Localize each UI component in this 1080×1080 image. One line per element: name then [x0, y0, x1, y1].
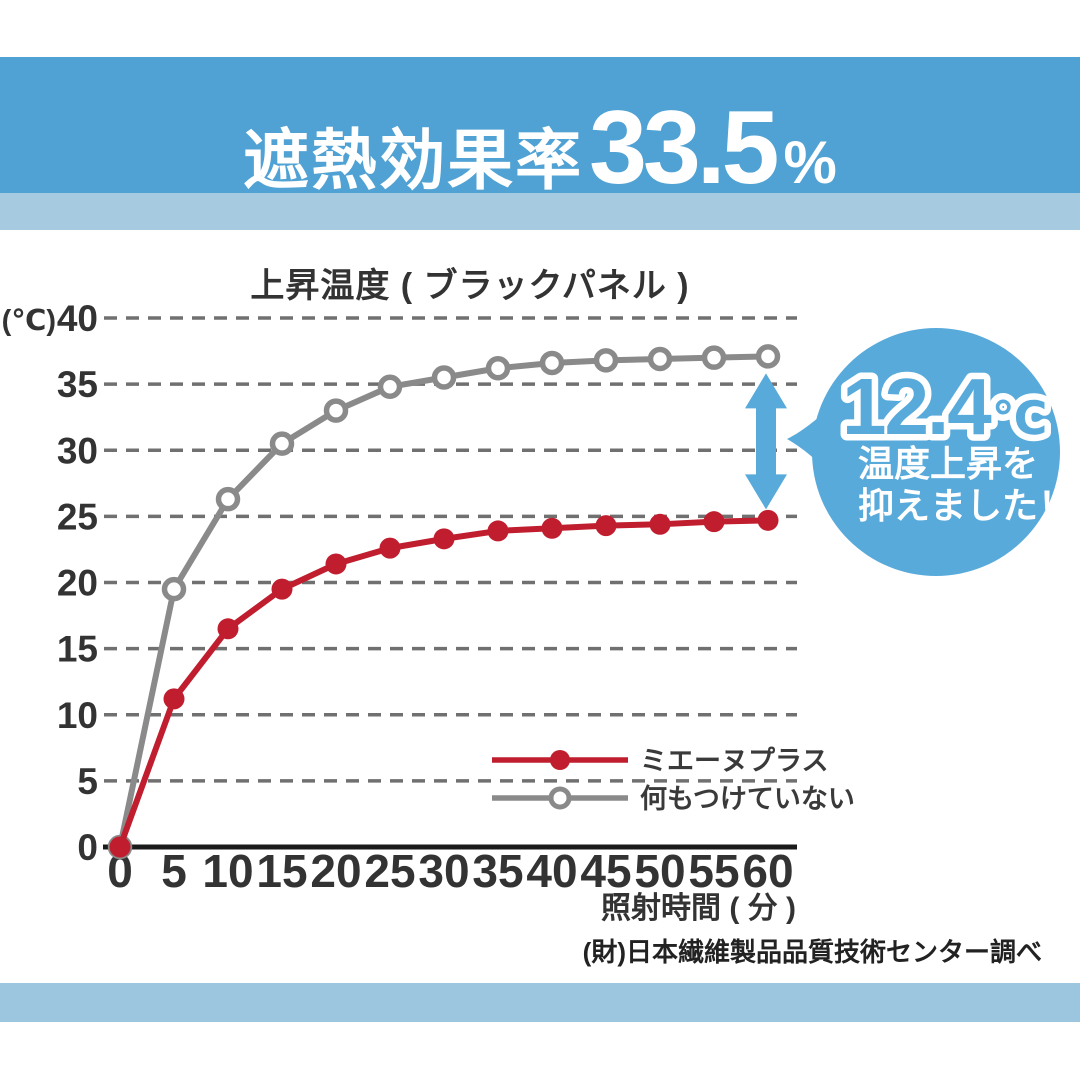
data-point [487, 520, 509, 542]
x-tick-label: 60 [742, 845, 793, 897]
data-point [431, 365, 457, 390]
x-tick-label: 30 [418, 845, 469, 897]
bubble-headline: 12.4℃ [842, 362, 1045, 451]
y-tick-label: 30 [57, 430, 98, 471]
y-tick-label: 10 [57, 695, 98, 736]
data-point [271, 578, 293, 600]
legend-label: ミエーヌプラス [640, 746, 828, 776]
legend-label: 何もつけていない [640, 784, 855, 814]
difference-arrow [745, 373, 787, 510]
y-tick-label: 0 [77, 827, 98, 868]
series-product [109, 509, 779, 858]
x-tick-label: 15 [256, 845, 307, 897]
legend-marker [550, 750, 570, 770]
data-point [377, 374, 403, 400]
data-point [757, 509, 779, 531]
header-title-value: 33.5 [589, 90, 779, 206]
data-point [323, 398, 349, 423]
data-point [379, 537, 401, 559]
data-point [161, 576, 187, 602]
data-point [701, 345, 727, 370]
data-point [217, 618, 239, 640]
y-tick-label: 5 [77, 761, 98, 802]
x-tick-label: 5 [161, 845, 187, 897]
legend-marker [548, 786, 572, 810]
y-tick-label: 25 [57, 496, 98, 537]
x-tick-label: 55 [688, 845, 739, 897]
data-point [269, 431, 295, 456]
x-axis-label: 照射時間 ( 分 ) [601, 892, 796, 925]
x-tick-label: 45 [580, 845, 631, 897]
x-tick-label: 50 [634, 845, 685, 897]
x-tick-label: 25 [364, 845, 415, 897]
data-point [703, 511, 725, 533]
y-axis-ticks: 0 5 10 15 20 25 30 35 40(℃) [2, 298, 98, 868]
bottom-band [0, 983, 1080, 1022]
data-point [163, 688, 185, 710]
data-point [593, 348, 619, 373]
bubble-circle [812, 328, 1060, 576]
y-tick-label: 35 [57, 364, 98, 405]
data-point [109, 836, 131, 858]
header-title-text: 遮熱効果率 [243, 123, 584, 197]
chart-title: 上昇温度 ( ブラックパネル ) [250, 267, 690, 305]
x-tick-label: 35 [472, 845, 523, 897]
header-banner: 遮熱効果率 33.5 % [0, 57, 1080, 200]
header-light-band [0, 193, 1080, 230]
data-point [325, 553, 347, 575]
x-tick-label: 20 [310, 845, 361, 897]
bubble-line1: 温度上昇を [858, 443, 1038, 484]
x-tick-label: 40 [526, 845, 577, 897]
series-untreated [107, 344, 781, 860]
data-point [649, 513, 671, 535]
data-point [433, 528, 455, 550]
data-point [539, 350, 565, 376]
source-note: (財)日本繊維製品品質技術センター調べ [582, 937, 1042, 967]
data-point [485, 356, 511, 381]
data-point [595, 515, 617, 537]
data-point [647, 346, 673, 372]
gridlines [104, 316, 797, 783]
y-tick-label: 40 [57, 298, 98, 339]
x-tick-label: 10 [202, 845, 253, 897]
data-point [755, 344, 781, 369]
y-tick-label: 15 [57, 629, 98, 670]
header-title-unit: % [783, 129, 837, 196]
y-tick-label: 20 [57, 563, 98, 604]
y-axis-unit-label: (℃) [2, 305, 56, 337]
data-point [215, 486, 241, 512]
bubble-line2: 抑えました！ [858, 485, 1074, 526]
data-point [541, 517, 563, 539]
